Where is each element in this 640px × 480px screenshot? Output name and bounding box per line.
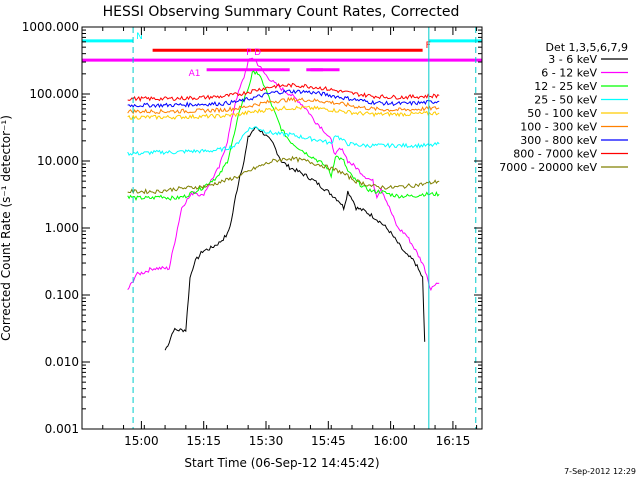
y-tick-label: 0.010 <box>45 355 79 369</box>
x-tick-label: 15:00 <box>124 434 159 448</box>
x-axis: 15:00 15:15 15:30 15:45 16:00 16:15 <box>81 27 478 448</box>
y-tick-label: 0.100 <box>45 288 79 302</box>
legend-entry-label: 100 - 300 keV <box>520 121 597 134</box>
flag-bar-label: A1 <box>189 69 201 79</box>
legend-title: Det 1,3,5,6,7,9 <box>545 41 628 54</box>
top-marker: D <box>254 48 261 58</box>
chart-title: HESSI Observing Summary Count Rates, Cor… <box>103 4 460 20</box>
legend-entry-label: 12 - 25 keV <box>534 80 597 93</box>
plot-frame <box>81 26 483 430</box>
vertical-lines <box>132 27 477 429</box>
x-tick-label: 15:15 <box>186 434 221 448</box>
x-tick-label: 16:00 <box>373 434 408 448</box>
series-lines <box>127 57 440 351</box>
series-line <box>127 96 440 115</box>
y-tick-label: 1.000 <box>45 221 79 235</box>
x-axis-label: Start Time (06-Sep-12 14:45:42) <box>184 456 379 470</box>
footer-date: 7-Sep-2012 12:29 <box>564 467 636 476</box>
y-tick-label: 0.001 <box>45 422 79 436</box>
series-line <box>164 126 426 351</box>
legend-entry-label: 6 - 12 keV <box>541 67 597 80</box>
top-marker: P <box>246 48 252 58</box>
legend-entry-label: 50 - 100 keV <box>527 107 597 120</box>
y-tick-label: 10.000 <box>37 154 79 168</box>
series-line <box>127 105 440 121</box>
legend-entry-label: 7000 - 20000 keV <box>499 161 597 174</box>
legend-entry-label: 300 - 800 keV <box>520 134 597 147</box>
series-line <box>127 82 440 103</box>
legend-entry-label: 3 - 6 keV <box>548 53 597 66</box>
y-axis-label: Corrected Count Rate (s⁻¹ detector⁻¹) <box>0 115 13 341</box>
y-axis: 0.001 0.010 0.100 1.000 10.000 100.000 1000.00… <box>22 20 482 436</box>
x-tick-label: 15:30 <box>249 434 284 448</box>
x-tick-label: 16:15 <box>436 434 471 448</box>
y-tick-label: 1000.000 <box>22 20 79 34</box>
series-line <box>127 57 440 292</box>
series-line <box>127 89 440 109</box>
legend-entry-label: 800 - 7000 keV <box>513 148 597 161</box>
flag-bars: N F A1 <box>82 32 482 79</box>
y-tick-label: 100.000 <box>29 87 79 101</box>
series-line <box>127 126 440 156</box>
flag-bar-label: N <box>136 32 143 42</box>
series-line <box>127 70 440 201</box>
series-line <box>127 155 440 195</box>
x-tick-label: 15:45 <box>311 434 346 448</box>
flag-bar-label: F <box>426 41 431 51</box>
legend-entry-label: 25 - 50 keV <box>534 94 597 107</box>
